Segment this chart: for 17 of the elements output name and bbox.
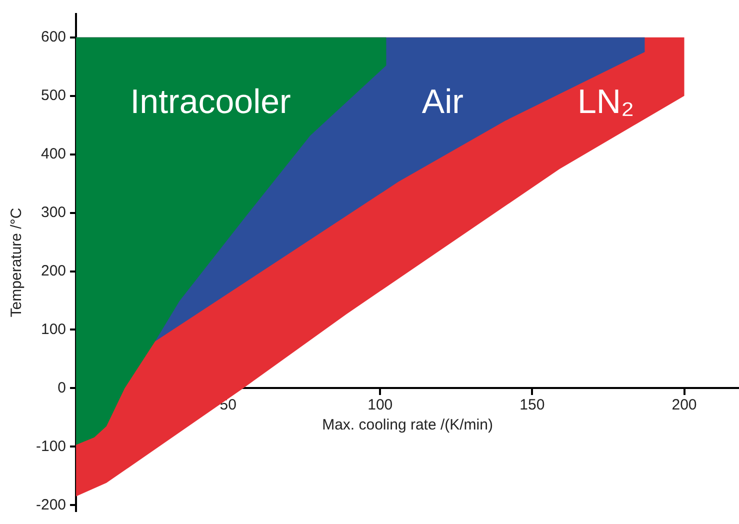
y-tick-label: 0 [58, 379, 66, 396]
series-label: Air [422, 82, 464, 121]
y-tick-label: 100 [40, 320, 66, 338]
y-tick-label: 200 [40, 262, 66, 280]
x-tick-label: 200 [672, 396, 697, 414]
x-tick-label: 100 [368, 396, 393, 414]
y-axis-title: Temperature /°C [8, 208, 26, 318]
series-label: Intracooler [130, 82, 291, 121]
series-label: LN₂ [578, 82, 634, 121]
y-tick-label: 500 [40, 87, 66, 104]
x-tick-label: 150 [520, 396, 545, 414]
y-tick-label: -100 [36, 438, 66, 455]
y-tick-label: 400 [40, 145, 66, 162]
y-tick-label: -200 [36, 496, 66, 514]
y-tick-label: 300 [40, 204, 66, 221]
x-axis-title: Max. cooling rate /(K/min) [322, 416, 493, 434]
y-tick-label: 600 [40, 28, 66, 46]
